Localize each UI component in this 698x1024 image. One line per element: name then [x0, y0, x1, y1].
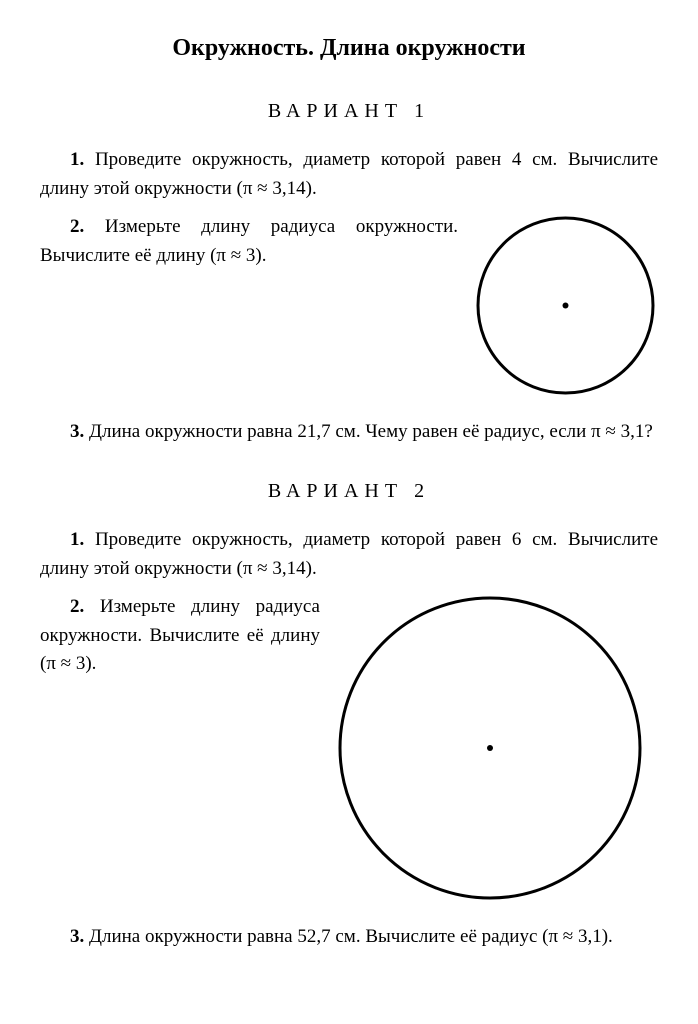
task-num: 1. [70, 149, 84, 170]
task-text: Проведите окружность, диаметр которой ра… [40, 149, 658, 199]
circle-svg [335, 593, 645, 903]
task-text: Проведите окружность, диаметр которой ра… [40, 529, 658, 579]
task-1-3: 3. Длина окружности равна 21,7 см. Чему … [40, 418, 658, 447]
task-2-2: 2. Измерьте длину радиуса окружности. Вы… [40, 593, 658, 913]
task-1-2: 2. Измерьте длину радиуса окружности. Вы… [40, 213, 658, 408]
task-num: 3. [70, 926, 84, 947]
circle-diagram [473, 213, 658, 408]
task-num: 2. [70, 216, 84, 237]
task-num: 3. [70, 421, 84, 442]
task-1-1: 1. Проведите окружность, диаметр которой… [40, 146, 658, 203]
task-text-block: 2. Измерьте длину радиуса окружности. Вы… [40, 593, 335, 679]
circle-svg [473, 213, 658, 398]
task-text: Длина окружности равна 52,7 см. Вычислит… [84, 926, 613, 947]
task-text: Измерьте длину радиуса окружности. Вычис… [40, 216, 458, 266]
variant-2-heading: ВАРИАНТ 2 [40, 476, 658, 506]
task-num: 2. [70, 596, 84, 617]
task-2-1: 1. Проведите окружность, диаметр которой… [40, 526, 658, 583]
variant-1-heading: ВАРИАНТ 1 [40, 96, 658, 126]
task-text: Длина окружности равна 21,7 см. Чему рав… [84, 421, 653, 442]
task-text-block: 2. Измерьте длину радиуса окружности. Вы… [40, 213, 473, 270]
circle-diagram [335, 593, 645, 913]
task-2-3: 3. Длина окружности равна 52,7 см. Вычис… [40, 923, 658, 952]
page-title: Окружность. Длина окружности [40, 30, 658, 66]
task-num: 1. [70, 529, 84, 550]
